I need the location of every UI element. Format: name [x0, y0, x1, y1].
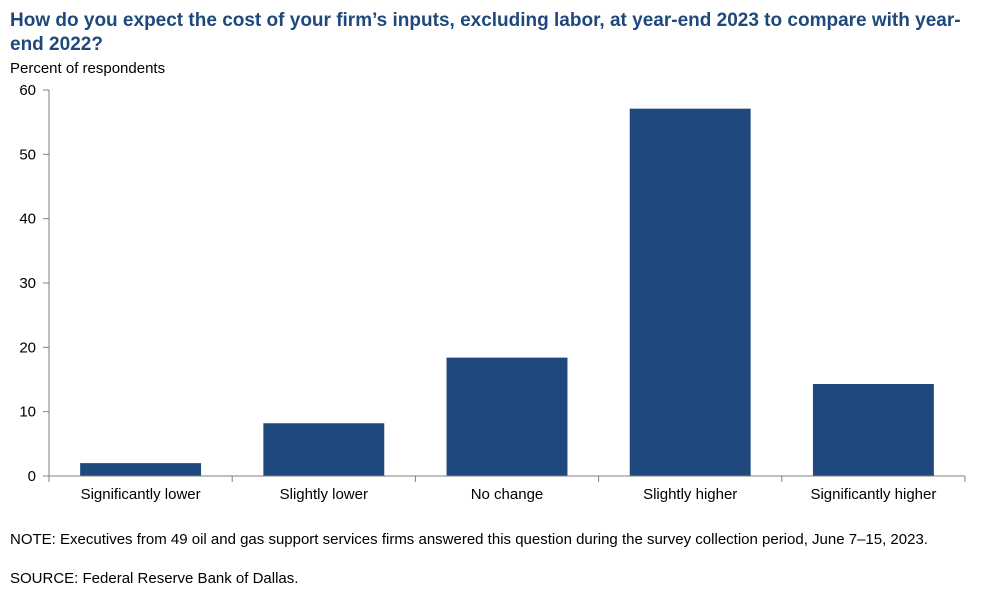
y-tick-label: 0 [28, 468, 36, 485]
x-axis: Significantly lower Slightly lower No chan… [48, 475, 966, 503]
bar [263, 423, 385, 476]
y-tick-label: 50 [19, 146, 36, 163]
x-tick-label: Slightly lower [280, 486, 368, 503]
bars-group [80, 108, 934, 476]
bar [80, 463, 202, 476]
y-tick-label: 20 [19, 339, 36, 356]
x-tick-label: Significantly lower [81, 486, 201, 503]
bar [446, 357, 568, 476]
chart-title: How do you expect the cost of your firm’… [10, 10, 961, 55]
chart-note: NOTE: Executives from 49 oil and gas sup… [10, 531, 928, 548]
bar [629, 108, 751, 476]
y-tick-label: 60 [19, 82, 36, 99]
y-axis: 0 10 20 30 40 50 60 [19, 82, 50, 485]
y-axis-label: Percent of respondents [10, 60, 166, 77]
x-tick-label: No change [471, 486, 544, 503]
x-tick-label: Significantly higher [810, 486, 936, 503]
bar [812, 384, 934, 476]
x-tick-label: Slightly higher [643, 486, 737, 503]
y-tick-label: 40 [19, 211, 36, 228]
chart-source: SOURCE: Federal Reserve Bank of Dallas. [10, 570, 299, 587]
y-tick-label: 30 [19, 275, 36, 292]
y-tick-label: 10 [19, 404, 36, 421]
